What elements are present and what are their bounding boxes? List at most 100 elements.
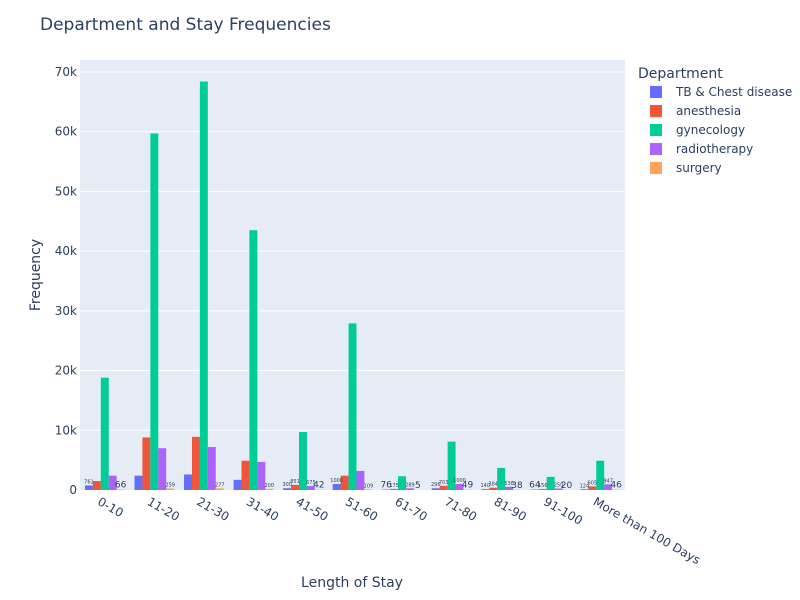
x-axis-ticks: 0-10 11-20 21-30 31-40 41-50 51-60 61-70 71-80 8… <box>95 494 703 567</box>
bar <box>283 488 292 490</box>
legend-label: TB & Chest disease <box>675 85 792 99</box>
x-tick-label: 0-10 <box>95 494 126 520</box>
bar-label: 124 <box>580 483 590 489</box>
legend-item[interactable]: gynecology <box>650 123 745 137</box>
legend: Department TB & Chest disease anesthesia g… <box>638 66 792 175</box>
bar <box>398 476 407 490</box>
x-tick-label: 71-80 <box>442 494 479 524</box>
x-tick-label: 31-40 <box>244 494 281 524</box>
bar <box>265 488 274 490</box>
bar-label: 761 <box>84 479 94 485</box>
bar <box>505 486 514 490</box>
bar-label: 530 <box>504 481 514 487</box>
bar <box>406 488 414 490</box>
bar <box>364 489 373 490</box>
bar <box>166 488 175 490</box>
legend-label: radiotherapy <box>676 142 753 156</box>
bar <box>291 484 299 490</box>
bar-label: 140 <box>481 483 491 489</box>
y-tick-label: 60k <box>55 125 77 139</box>
bar-label: 1000 <box>330 478 343 484</box>
legend-swatch <box>650 86 662 98</box>
bar <box>207 447 216 490</box>
y-tick-label: 20k <box>55 364 77 378</box>
bar <box>580 489 589 490</box>
y-tick-label: 30k <box>55 304 77 318</box>
bar <box>150 133 159 491</box>
y-tick-label: 40k <box>55 244 77 258</box>
legend-item[interactable]: radiotherapy <box>650 142 753 156</box>
bar-label: 1000 <box>453 478 466 484</box>
bar <box>340 475 349 490</box>
y-axis-title: Frequency <box>28 239 44 311</box>
bar-label: 49 <box>462 481 474 491</box>
x-axis-title: Length of Stay <box>301 575 403 591</box>
bar-label: 200 <box>264 483 274 489</box>
legend-swatch <box>650 124 662 136</box>
bar-label: 851 <box>290 479 300 485</box>
bar <box>348 323 357 490</box>
bar-label: 38 <box>511 481 523 491</box>
bar-label: 66 <box>115 481 127 491</box>
bar <box>306 485 315 490</box>
chart-title: Department and Stay Frequencies <box>40 15 331 35</box>
bar-label: 277 <box>215 482 225 488</box>
legend-swatch <box>650 105 662 117</box>
legend-label: gynecology <box>676 123 745 137</box>
legend-item[interactable]: anesthesia <box>650 104 741 118</box>
bar <box>604 484 613 490</box>
bar-label: 300 <box>282 482 292 488</box>
bar-label: 109 <box>364 483 374 489</box>
bar-label: 289 <box>405 482 415 488</box>
bar <box>455 484 464 490</box>
bar-label: 76 <box>380 481 392 491</box>
y-tick-label: 0 <box>69 483 77 497</box>
x-tick-label: More than 100 Days <box>591 494 703 567</box>
y-tick-label: 70k <box>55 65 77 79</box>
bar-label: 46 <box>610 481 622 491</box>
bar <box>447 441 456 490</box>
bar <box>298 432 307 490</box>
bar-label: 250 <box>554 483 564 489</box>
bar-label: 947 <box>603 478 613 484</box>
bar <box>489 487 498 490</box>
bar <box>134 475 143 490</box>
legend-item[interactable]: surgery <box>650 161 722 175</box>
bar-label: 296 <box>431 482 441 488</box>
bar <box>249 230 258 491</box>
bar-label: 605 <box>588 480 598 486</box>
bar <box>215 488 224 490</box>
y-tick-label: 10k <box>55 423 77 437</box>
bar-label: 20 <box>561 481 573 491</box>
bar <box>84 485 93 490</box>
bar <box>356 470 365 490</box>
bar <box>199 81 208 490</box>
bar <box>108 475 117 490</box>
x-tick-label: 21-30 <box>194 494 231 524</box>
bar-label: 259 <box>165 482 175 488</box>
bar <box>158 448 167 490</box>
legend-swatch <box>650 143 662 155</box>
legend-item[interactable]: TB & Chest disease <box>650 85 792 99</box>
y-axis-ticks: 0 10k 20k 30k 40k 50k 60k 70k <box>55 65 77 497</box>
bar-labels: 761 300 1000 76 296 140 64 124 851 175 703 384 156 60… <box>84 478 622 491</box>
bar <box>92 481 101 490</box>
bar <box>497 467 506 490</box>
bar <box>439 485 448 490</box>
bar <box>142 437 151 490</box>
bar-label: 384 <box>488 482 498 488</box>
bar <box>233 479 242 490</box>
x-tick-label: 11-20 <box>145 494 182 524</box>
bar <box>538 489 547 490</box>
bar-label: 175 <box>389 483 399 489</box>
x-tick-label: 41-50 <box>293 494 330 524</box>
bar-label: 675 <box>306 480 316 486</box>
x-tick-label: 91-100 <box>541 494 585 527</box>
bar <box>554 488 563 490</box>
bar <box>241 460 250 490</box>
bar <box>257 461 266 490</box>
bar <box>191 436 200 490</box>
bar-label: 156 <box>538 483 548 489</box>
x-tick-label: 61-70 <box>393 494 430 524</box>
